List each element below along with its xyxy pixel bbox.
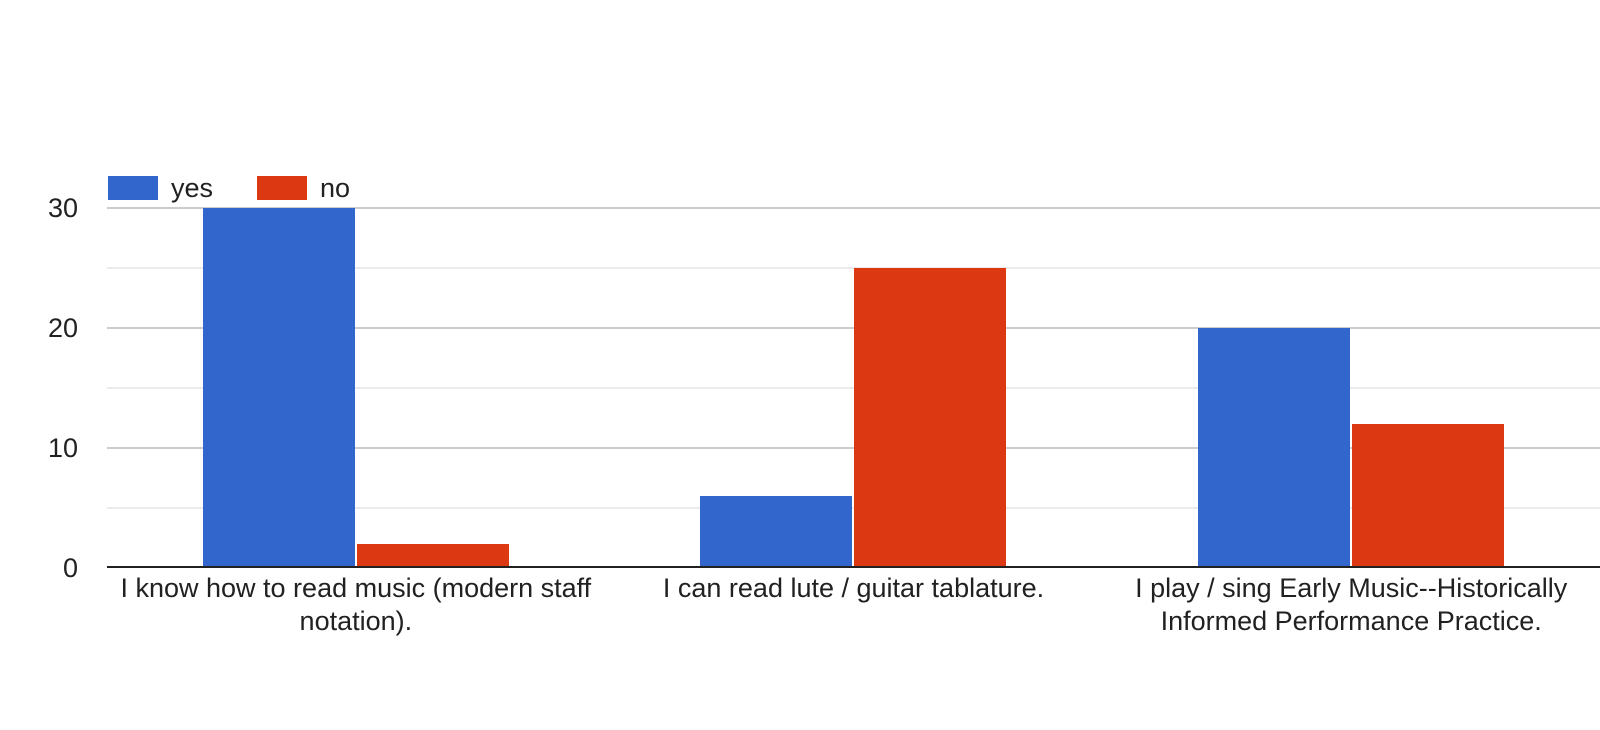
y-tick-label: 10 xyxy=(47,433,78,463)
bar-group-3 xyxy=(1102,208,1600,568)
bar-yes-group-2 xyxy=(700,496,853,568)
y-tick-label: 20 xyxy=(47,313,78,343)
bar-no-group-1 xyxy=(356,544,509,568)
bar-no-group-2 xyxy=(854,268,1007,568)
bar-no-group-3 xyxy=(1352,424,1505,568)
legend-item-yes: yes xyxy=(108,173,214,203)
major-gridline xyxy=(107,207,1600,209)
x-axis-line xyxy=(107,566,1600,568)
bar-yes-group-1 xyxy=(202,208,355,568)
legend-swatch-no xyxy=(257,176,308,200)
bar-group-1 xyxy=(107,208,605,568)
legend-swatch-yes xyxy=(108,176,158,200)
bar-yes-group-3 xyxy=(1198,328,1351,568)
category-label: I know how to read music (modern staff n… xyxy=(120,573,592,636)
bar-group-2 xyxy=(605,208,1103,568)
x-axis-labels: I know how to read music (modern staff n… xyxy=(107,572,1600,638)
y-tick-label: 30 xyxy=(47,193,78,223)
chart-legend: yes no xyxy=(108,173,351,203)
major-gridline xyxy=(107,447,1600,449)
minor-gridline xyxy=(107,267,1600,269)
major-gridline xyxy=(107,327,1600,329)
category-label: I play / sing Early Music--Historically … xyxy=(1135,573,1568,636)
minor-gridline xyxy=(107,507,1600,509)
legend-label: yes xyxy=(171,173,214,203)
plot-area xyxy=(107,207,1600,568)
legend-label: no xyxy=(320,173,351,203)
legend-item-no: no xyxy=(257,173,351,203)
y-tick-label: 0 xyxy=(62,553,78,583)
category-label: I can read lute / guitar tablature. xyxy=(662,573,1045,603)
minor-gridline xyxy=(107,387,1600,389)
